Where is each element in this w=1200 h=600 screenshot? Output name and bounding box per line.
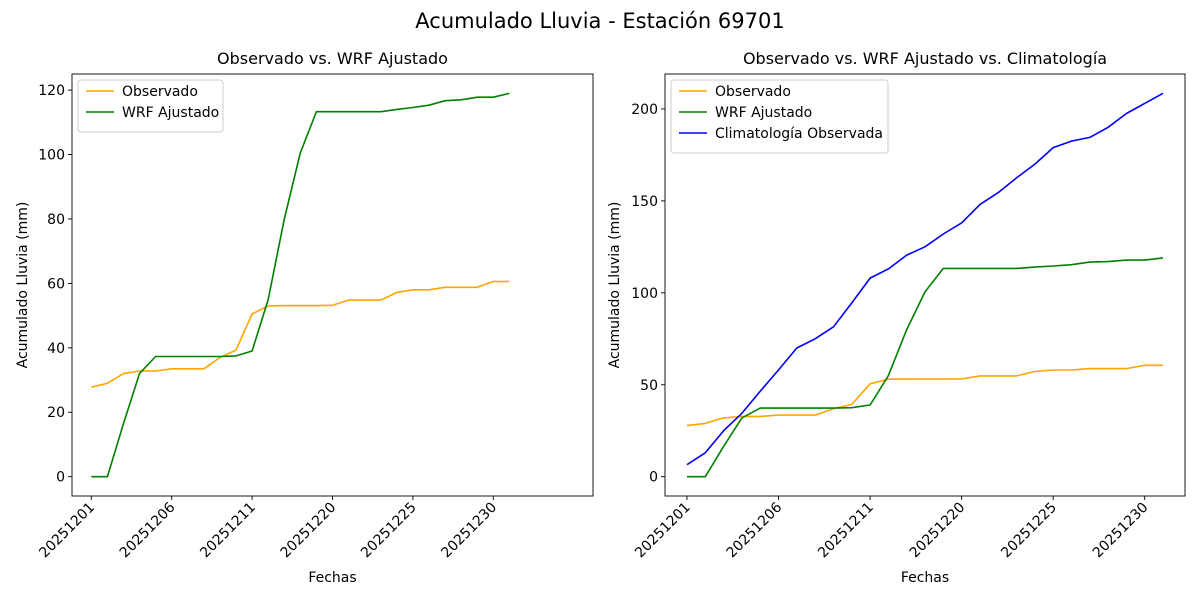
legend-label: Observado: [715, 84, 791, 100]
y-tick-label: 200: [631, 102, 658, 118]
legend-label: WRF Ajustado: [122, 105, 219, 121]
x-tick-label: 20251211: [197, 500, 259, 562]
x-tick-label: 20251211: [815, 500, 877, 562]
series-line-observado: [91, 280, 510, 388]
series-line-wrf: [687, 257, 1164, 478]
x-tick-label: 20251220: [907, 500, 969, 562]
legend-label: WRF Ajustado: [715, 105, 812, 121]
y-tick-label: 0: [56, 470, 65, 486]
x-axis-label: Fechas: [901, 570, 949, 586]
x-axis-label: Fechas: [308, 570, 356, 586]
y-tick-label: 0: [649, 470, 658, 486]
figure-suptitle: Acumulado Lluvia - Estación 69701: [415, 9, 784, 33]
y-tick-label: 60: [47, 276, 65, 292]
y-tick-label: 20: [47, 405, 65, 421]
series-line-observado: [686, 364, 1163, 427]
chart-right: Observado vs. WRF Ajustado vs. Climatolo…: [607, 49, 1186, 586]
y-axis-label: Acumulado Lluvia (mm): [607, 202, 623, 369]
chart-left: Observado vs. WRF Ajustado 0 20 40 60 80 100 12…: [15, 49, 594, 586]
y-tick-label: 80: [47, 212, 65, 228]
x-tick-label: 20251220: [278, 500, 340, 562]
legend: Observado WRF Ajustado: [77, 79, 224, 133]
panel-title: Observado vs. WRF Ajustado: [217, 49, 448, 68]
x-tick-label: 20251225: [998, 500, 1060, 562]
x-tick-label: 20251225: [358, 500, 420, 562]
legend-label: Observado: [122, 84, 198, 100]
y-tick-label: 100: [38, 148, 65, 164]
x-tick-label: 20251230: [438, 500, 500, 562]
axes-frame: [664, 73, 1186, 497]
series-line-wrf: [91, 92, 510, 478]
legend-box: [77, 79, 224, 133]
series-line-clima: [686, 92, 1164, 466]
y-tick-label: 150: [631, 194, 658, 210]
y-tick-label: 100: [631, 286, 658, 302]
axes-frame: [71, 73, 594, 497]
legend: Observado WRF Ajustado Climatología Observ…: [670, 79, 889, 154]
x-tick-label: 20251201: [36, 500, 98, 562]
y-tick-label: 50: [640, 378, 658, 394]
y-tick-label: 120: [38, 83, 65, 99]
y-axis-label: Acumulado Lluvia (mm): [15, 202, 31, 369]
y-tick-label: 40: [47, 341, 65, 357]
panel-title: Observado vs. WRF Ajustado vs. Climatolo…: [743, 49, 1107, 68]
legend-label: Climatología Observada: [715, 126, 883, 142]
x-tick-label: 20251230: [1090, 500, 1152, 562]
x-tick-label: 20251206: [117, 499, 179, 561]
x-tick-label: 20251206: [724, 499, 786, 561]
legend-box: [670, 79, 889, 154]
x-tick-label: 20251201: [632, 500, 694, 562]
